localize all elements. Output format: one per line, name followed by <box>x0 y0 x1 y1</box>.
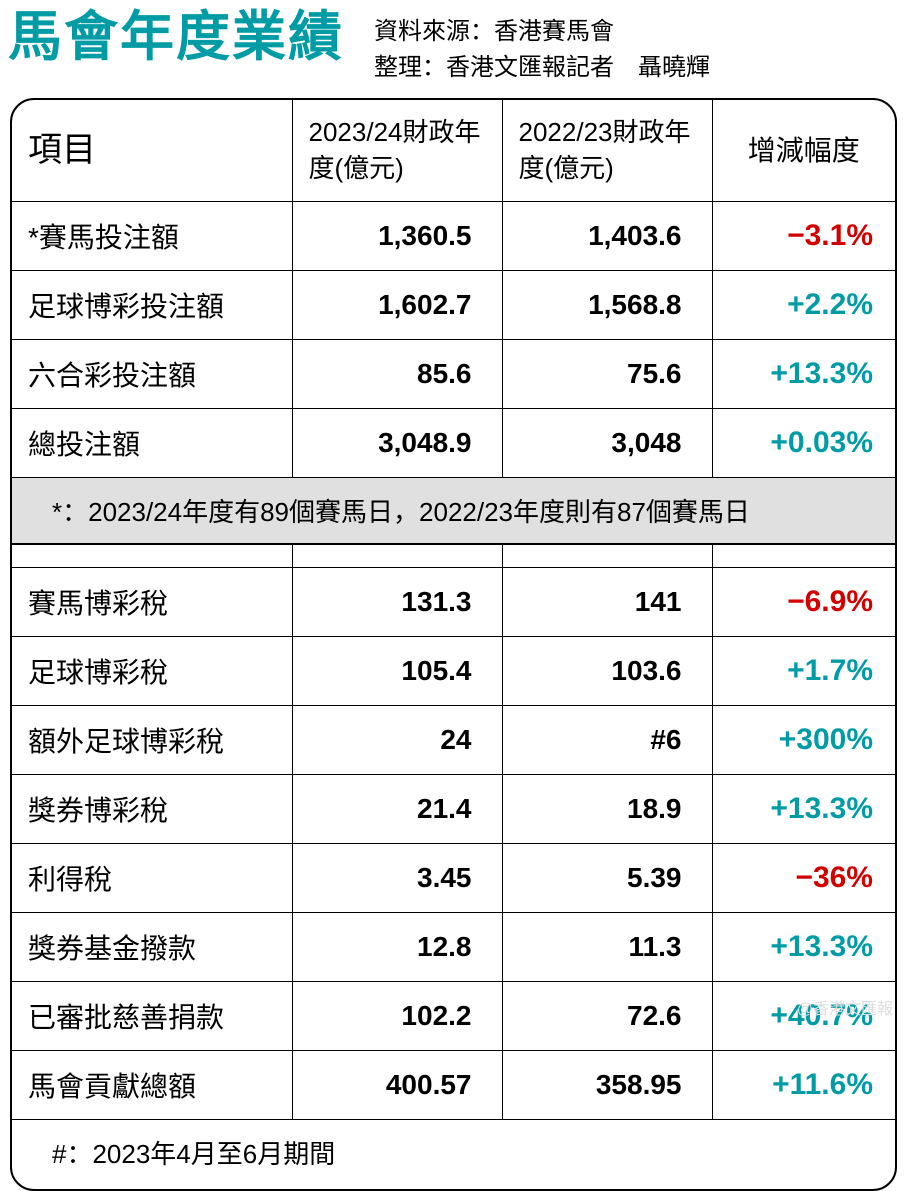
row-fy23: 18.9 <box>502 775 712 844</box>
note-row-1: *：2023/24年度有89個賽馬日，2022/23年度則有87個賽馬日 <box>12 477 895 544</box>
row-fy24: 3.45 <box>292 844 502 913</box>
row-label: 利得稅 <box>12 844 292 913</box>
row-change: +300% <box>712 706 895 775</box>
row-change: +13.3% <box>712 913 895 982</box>
row-label: 已審批慈善捐款 <box>12 982 292 1051</box>
row-change: +0.03% <box>712 408 895 477</box>
table-row: 獎券基金撥款 12.8 11.3 +13.3% <box>12 913 895 982</box>
col-header-change: 增減幅度 <box>712 100 895 201</box>
row-fy24: 85.6 <box>292 339 502 408</box>
note-row-2: #：2023年4月至6月期間 <box>12 1120 895 1190</box>
row-fy23: 103.6 <box>502 637 712 706</box>
table-row: 六合彩投注額 85.6 75.6 +13.3% <box>12 339 895 408</box>
row-change: +11.6% <box>712 1051 895 1120</box>
table-header-row: 項目 2023/24財政年度(億元) 2022/23財政年度(億元) 增減幅度 <box>12 100 895 201</box>
row-fy24: 1,360.5 <box>292 201 502 270</box>
row-fy23: #6 <box>502 706 712 775</box>
row-fy24: 12.8 <box>292 913 502 982</box>
row-fy23: 1,568.8 <box>502 270 712 339</box>
col-header-fy23: 2022/23財政年度(億元) <box>502 100 712 201</box>
row-change: +1.7% <box>712 637 895 706</box>
spacer-row <box>12 544 895 568</box>
results-table-container: 項目 2023/24財政年度(億元) 2022/23財政年度(億元) 增減幅度 … <box>10 98 897 1191</box>
row-fy24: 1,602.7 <box>292 270 502 339</box>
page-title: 馬會年度業績 <box>8 8 344 67</box>
row-label: 總投注額 <box>12 408 292 477</box>
table-row: 馬會貢獻總額 400.57 358.95 +11.6% <box>12 1051 895 1120</box>
row-fy24: 24 <box>292 706 502 775</box>
header: 馬會年度業績 資料來源：香港賽馬會 整理：香港文匯報記者 聶曉輝 <box>0 0 907 86</box>
table-row: *賽馬投注額 1,360.5 1,403.6 −3.1% <box>12 201 895 270</box>
row-change: +13.3% <box>712 775 895 844</box>
table-row: 已審批慈善捐款 102.2 72.6 +40.7% <box>12 982 895 1051</box>
row-fy23: 1,403.6 <box>502 201 712 270</box>
table-row: 足球博彩稅 105.4 103.6 +1.7% <box>12 637 895 706</box>
row-change: −6.9% <box>712 568 895 637</box>
note-text: #：2023年4月至6月期間 <box>12 1120 895 1190</box>
row-label: *賽馬投注額 <box>12 201 292 270</box>
results-table: 項目 2023/24財政年度(億元) 2022/23財政年度(億元) 增減幅度 … <box>12 100 895 1189</box>
row-fy23: 3,048 <box>502 408 712 477</box>
row-fy23: 11.3 <box>502 913 712 982</box>
row-change: −36% <box>712 844 895 913</box>
row-fy23: 75.6 <box>502 339 712 408</box>
table-row: 總投注額 3,048.9 3,048 +0.03% <box>12 408 895 477</box>
row-label: 賽馬博彩稅 <box>12 568 292 637</box>
row-fy24: 21.4 <box>292 775 502 844</box>
row-change: −3.1% <box>712 201 895 270</box>
table-row: 利得稅 3.45 5.39 −36% <box>12 844 895 913</box>
row-label: 足球博彩投注額 <box>12 270 292 339</box>
row-fy23: 72.6 <box>502 982 712 1051</box>
compile-line: 整理：香港文匯報記者 聶曉輝 <box>374 50 710 86</box>
row-fy23: 141 <box>502 568 712 637</box>
row-fy24: 3,048.9 <box>292 408 502 477</box>
table-row: 額外足球博彩稅 24 #6 +300% <box>12 706 895 775</box>
row-fy24: 400.57 <box>292 1051 502 1120</box>
row-label: 獎券博彩稅 <box>12 775 292 844</box>
row-fy24: 105.4 <box>292 637 502 706</box>
row-label: 六合彩投注額 <box>12 339 292 408</box>
row-label: 額外足球博彩稅 <box>12 706 292 775</box>
table-row: 賽馬博彩稅 131.3 141 −6.9% <box>12 568 895 637</box>
watermark: @香港文匯報 <box>797 995 893 1019</box>
source-block: 資料來源：香港賽馬會 整理：香港文匯報記者 聶曉輝 <box>374 8 710 86</box>
row-fy23: 5.39 <box>502 844 712 913</box>
row-fy24: 131.3 <box>292 568 502 637</box>
col-header-fy24: 2023/24財政年度(億元) <box>292 100 502 201</box>
row-change: +13.3% <box>712 339 895 408</box>
table-row: 足球博彩投注額 1,602.7 1,568.8 +2.2% <box>12 270 895 339</box>
row-label: 獎券基金撥款 <box>12 913 292 982</box>
row-fy23: 358.95 <box>502 1051 712 1120</box>
row-change: +2.2% <box>712 270 895 339</box>
row-fy24: 102.2 <box>292 982 502 1051</box>
col-header-item: 項目 <box>12 100 292 201</box>
row-label: 馬會貢獻總額 <box>12 1051 292 1120</box>
note-text: *：2023/24年度有89個賽馬日，2022/23年度則有87個賽馬日 <box>12 477 895 544</box>
source-line: 資料來源：香港賽馬會 <box>374 14 710 50</box>
table-row: 獎券博彩稅 21.4 18.9 +13.3% <box>12 775 895 844</box>
row-label: 足球博彩稅 <box>12 637 292 706</box>
